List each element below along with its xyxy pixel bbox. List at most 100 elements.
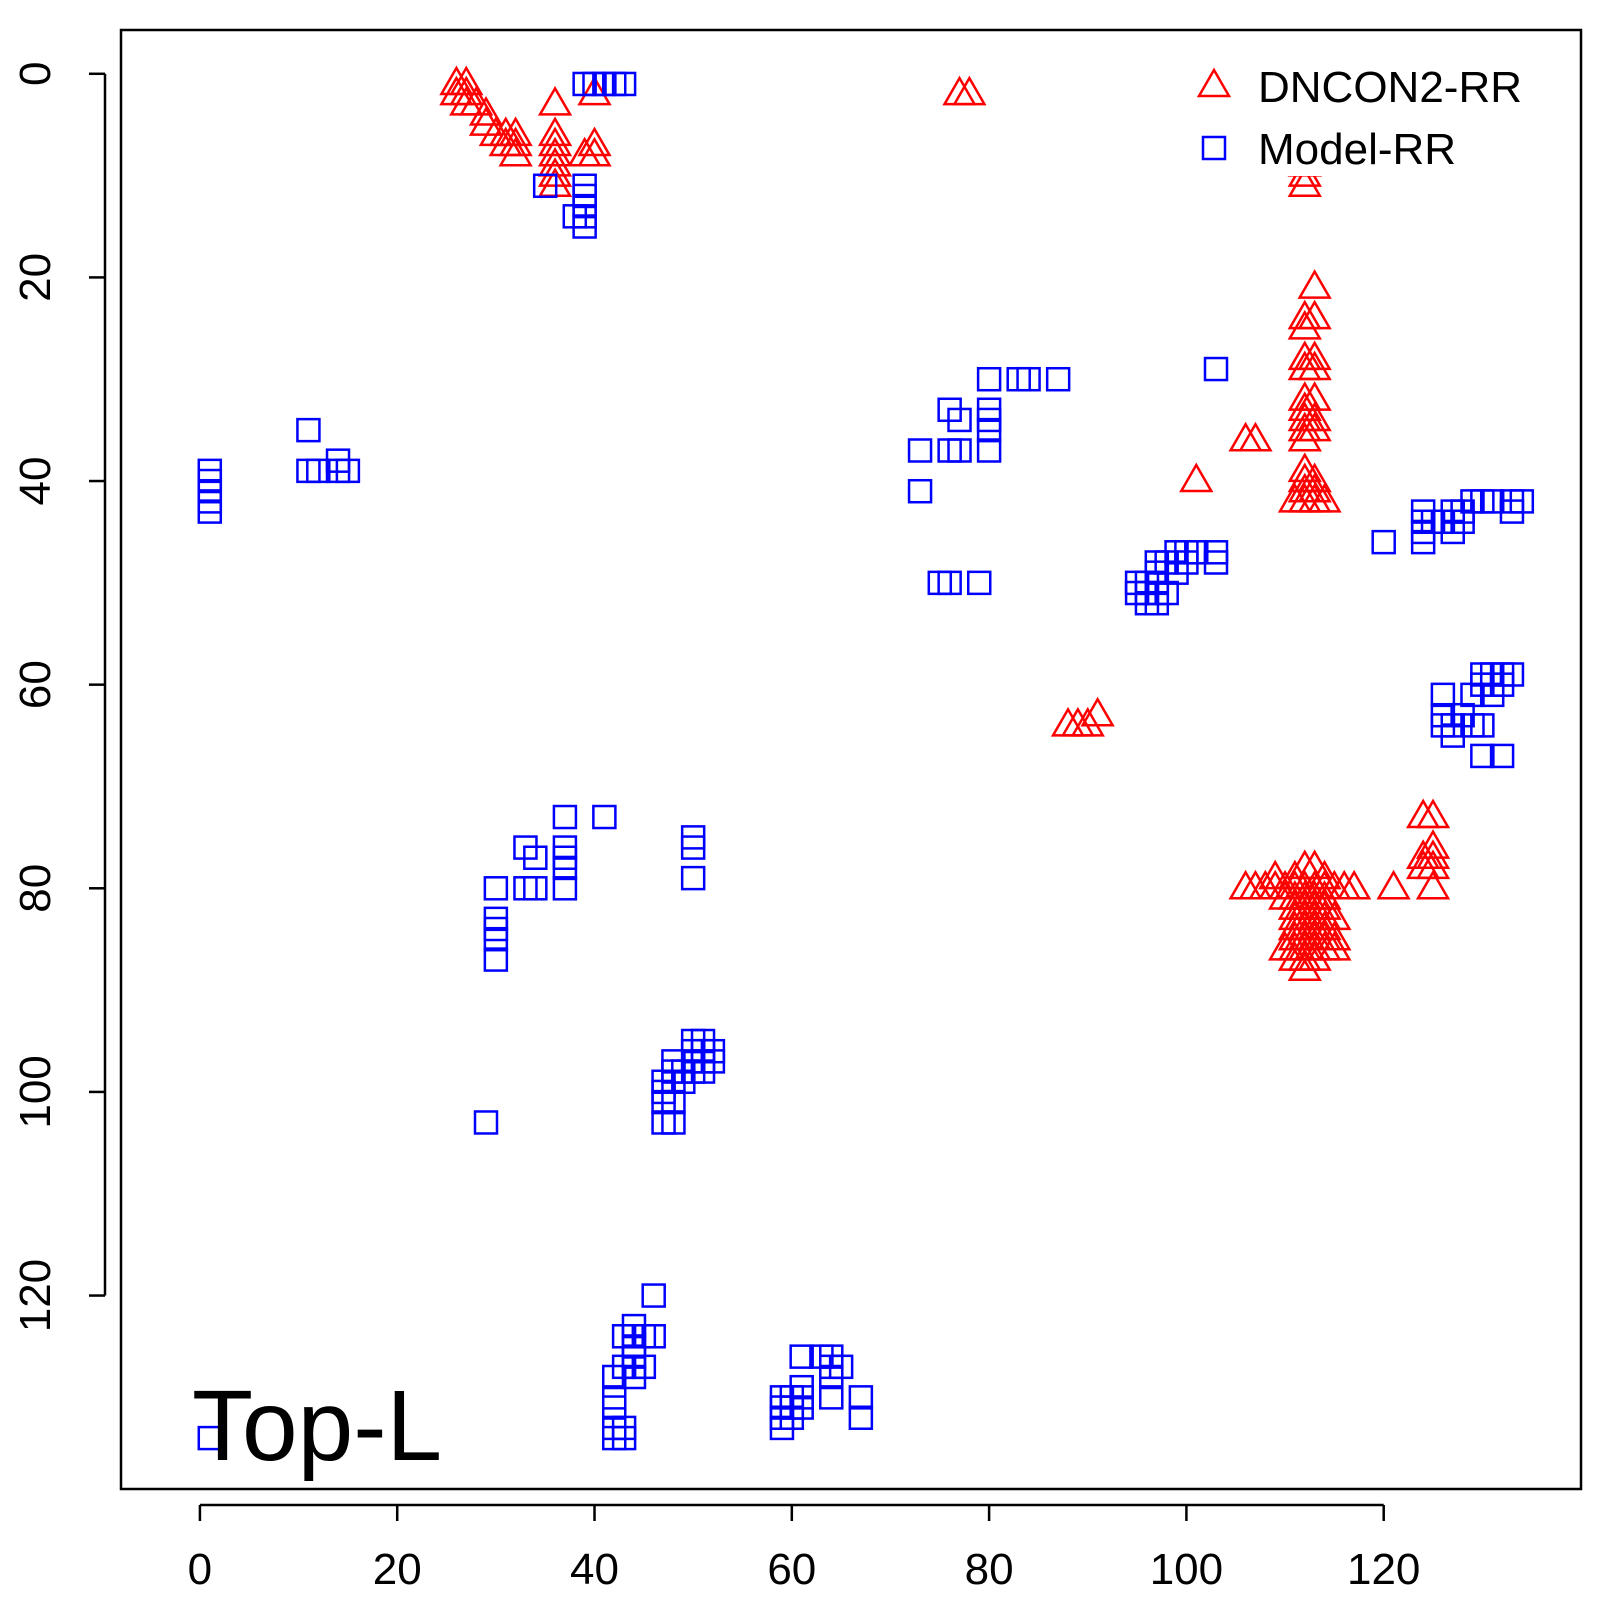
square-point [197,499,223,524]
square-point [966,570,992,596]
triangle-point [537,136,573,167]
square-point [197,1425,223,1451]
series-model-rr [197,71,1535,1451]
square-point [483,926,509,952]
square-point [483,947,509,972]
legend-background [1180,36,1578,176]
square-point [947,438,972,463]
triangle-point [1415,849,1451,880]
triangle-point [498,136,533,167]
square-point [1045,366,1071,392]
square-point [1489,743,1515,769]
triangle-point [1297,350,1332,381]
x-tick-label: 120 [1347,1545,1420,1594]
y-tick-label: 0 [11,62,60,86]
square-point [1203,550,1229,575]
x-tick-label: 80 [965,1545,1014,1594]
x-tick-label: 20 [373,1545,422,1594]
square-point [819,1385,844,1410]
y-tick-label: 20 [11,253,60,302]
square-point [296,417,321,443]
y-tick-label: 100 [11,1055,60,1128]
square-point [1430,682,1456,708]
x-tick-label: 40 [570,1545,619,1594]
square-point [523,845,548,871]
y-tick-label: 60 [11,660,60,709]
triangle-point [1376,869,1411,900]
annotation-text: Top-L [192,1370,442,1482]
square-point [907,438,933,463]
square-point [601,1364,627,1390]
square-point [592,804,617,830]
square-point [641,1324,666,1349]
legend-label: DNCON2-RR [1258,63,1522,112]
triangle-point [1287,951,1322,981]
triangle-point [468,96,504,126]
legend-triangle-icon [1196,67,1232,98]
triangle-point [1415,798,1451,829]
triangle-point [1307,482,1342,513]
x-tick-label: 60 [767,1545,816,1594]
x-tick-label: 0 [188,1545,212,1594]
square-point [1470,713,1495,738]
square-point [1203,356,1229,382]
triangle-point [498,126,533,157]
square-point [907,478,933,504]
square-point [848,1385,874,1410]
square-point [937,570,962,596]
triangle-point [1080,696,1115,727]
square-point [1016,366,1041,392]
triangle-point [1070,706,1105,737]
square-point [1499,662,1525,687]
triangle-point [1415,869,1451,900]
square-point [572,214,597,239]
triangle-point [1258,859,1293,890]
triangle-point [1317,930,1352,961]
triangle-point [1307,859,1342,890]
square-point [976,438,1002,463]
square-point [532,173,558,199]
square-point [473,1110,499,1135]
square-point [700,1049,726,1074]
triangle-point [1238,421,1273,452]
data-points [197,65,1535,1451]
square-point [680,835,706,860]
square-point [779,1405,805,1430]
square-point [1371,529,1396,555]
legend: DNCON2-RR Model-RR [1180,36,1578,176]
triangle-point [1297,269,1332,299]
legend-square-icon [1201,135,1227,161]
y-tick-label: 80 [11,864,60,913]
square-point [976,366,1002,392]
square-point [976,417,1002,443]
square-point [947,407,972,433]
x-tick-label: 100 [1150,1545,1223,1594]
triangle-point [577,136,612,167]
legend-label: Model-RR [1258,125,1456,174]
y-axis: 0 20 40 60 80 100 120 [11,62,107,1332]
square-point [631,1354,657,1380]
square-point [1509,489,1535,514]
square-point [848,1405,874,1430]
triangle-point [537,116,573,147]
y-tick-label: 40 [11,457,60,506]
square-point [661,1110,686,1135]
triangle-point [537,126,573,157]
square-point [680,865,706,891]
x-axis: 0 20 40 60 80 100 120 [188,1503,1420,1594]
square-point [611,1425,637,1451]
triangle-point [952,75,987,106]
triangle-point [1287,309,1322,340]
y-tick-label: 120 [11,1259,60,1332]
square-point [611,71,637,97]
square-point [1470,743,1495,769]
square-point [523,876,548,901]
triangle-point [1287,421,1322,452]
square-point [335,458,361,484]
triangle-point [537,85,573,116]
square-point [483,876,509,901]
plot-frame [119,28,1583,1491]
square-point [641,1283,666,1308]
